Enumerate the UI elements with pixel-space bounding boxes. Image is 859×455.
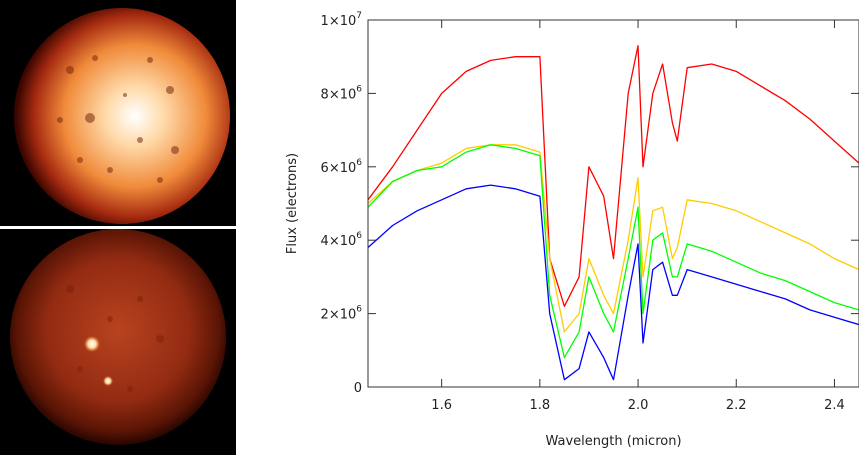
y-tick-label: 1×107 [321, 11, 362, 29]
preview-images-panel [0, 0, 236, 455]
y-axis-title: Flux (electrons) [285, 153, 300, 254]
y-tick-mantissa: 8×10 [321, 87, 357, 102]
disk-image-bottom-graphic [0, 229, 236, 455]
y-tick-label: 6×106 [321, 158, 363, 176]
series-line-4 [367, 184, 859, 381]
x-tick-label: 1.8 [530, 398, 551, 413]
x-tick-label: 2.2 [726, 398, 747, 413]
flux-spectrum-chart: 1.6 1.8 2.0 2.2 2.4 02×1064×1066×1068×1061×1… [285, 11, 859, 449]
x-axis-title: Wavelength (micron) [545, 434, 681, 449]
y-tick-exponent: 6 [356, 305, 362, 315]
y-tick-mantissa: 1×10 [321, 14, 357, 29]
series-line-3 [367, 144, 859, 359]
bright-spot-1 [84, 336, 100, 352]
x-axis: 1.6 1.8 2.0 2.2 2.4 [431, 20, 845, 413]
disk-image-bottom [0, 229, 236, 455]
series-line-1 [367, 45, 859, 307]
x-tick-label: 2.4 [824, 398, 845, 413]
y-tick-label: 8×106 [321, 84, 363, 102]
y-tick-exponent: 6 [356, 158, 362, 168]
x-tick-label: 2.0 [628, 398, 649, 413]
y-tick-mantissa: 4×10 [321, 234, 357, 249]
y-tick-exponent: 6 [356, 84, 362, 94]
y-tick-mantissa: 2×10 [321, 308, 357, 323]
bright-spot-2 [103, 376, 113, 386]
y-tick-label: 0 [354, 381, 362, 396]
y-tick-mantissa: 6×10 [321, 161, 357, 176]
disk-image-top-graphic [0, 0, 236, 226]
plot-frame [367, 19, 859, 388]
y-tick-label: 4×106 [321, 231, 363, 249]
y-tick-mantissa: 0 [354, 381, 362, 396]
x-tick-label: 1.6 [431, 398, 452, 413]
disk-image-top [0, 0, 236, 226]
series-line-2 [367, 144, 859, 333]
y-tick-exponent: 7 [356, 11, 362, 21]
y-tick-exponent: 6 [356, 231, 362, 241]
y-tick-label: 2×106 [321, 305, 363, 323]
series-group [367, 45, 859, 381]
